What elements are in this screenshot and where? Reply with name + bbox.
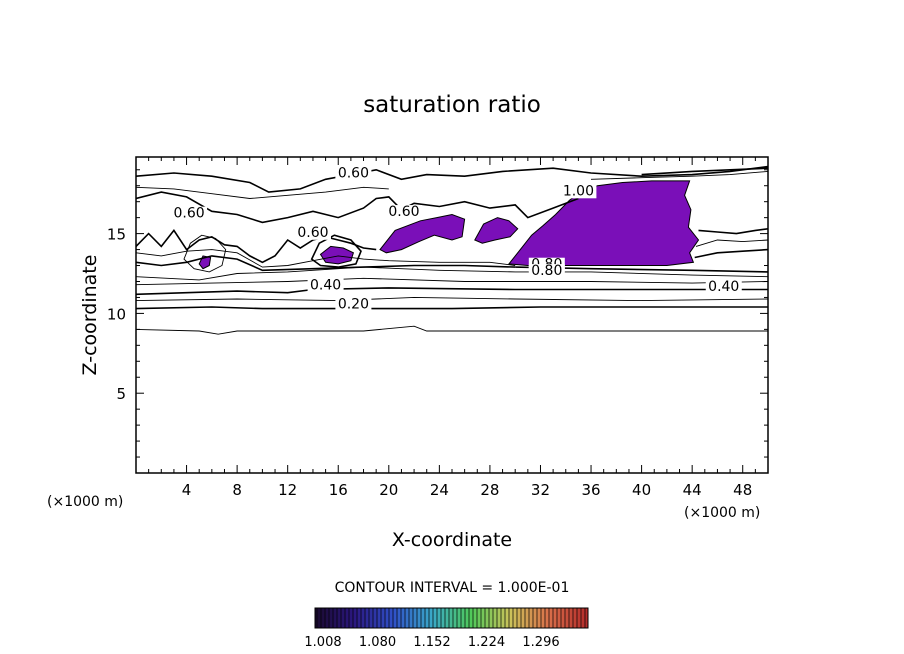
contour-line-4 bbox=[136, 287, 768, 296]
contour-line-6 bbox=[136, 266, 768, 281]
contour-line-10 bbox=[136, 186, 389, 199]
contour-line-14 bbox=[183, 234, 227, 273]
supersaturation-region-2 bbox=[474, 217, 519, 244]
contour-line-8 bbox=[136, 165, 768, 193]
x-axis-unit: (×1000 m) bbox=[684, 505, 760, 521]
y-tick-label-10: 10 bbox=[107, 305, 126, 323]
contour-label-bg-2 bbox=[171, 206, 208, 221]
x-tick-label-44: 44 bbox=[683, 481, 702, 499]
contour-interval-label: CONTOUR INTERVAL = 1.000E-01 bbox=[335, 580, 570, 596]
colorbar-tick-label-3: 1.152 bbox=[413, 635, 450, 650]
contour-label-bg-3 bbox=[294, 225, 331, 240]
x-tick-label-48: 48 bbox=[733, 481, 752, 499]
contour-label-bg-8 bbox=[307, 278, 344, 293]
colorbar-tick-label-4: 1.224 bbox=[468, 635, 505, 650]
contour-label-1: 0.60 bbox=[338, 166, 369, 182]
contour-line-18 bbox=[694, 248, 768, 259]
contour-label-bg-4 bbox=[385, 205, 422, 220]
y-axis-ticks: 5 10 15 bbox=[107, 169, 768, 458]
contour-label-bg-1 bbox=[335, 166, 372, 181]
colorbar-ticks: 1.008 1.080 1.152 1.224 1.296 bbox=[304, 635, 559, 650]
contour-label-bg-9 bbox=[705, 280, 742, 295]
contour-line-19 bbox=[590, 170, 768, 180]
x-tick-label-32: 32 bbox=[531, 481, 550, 499]
contour-label-4: 0.60 bbox=[388, 204, 419, 220]
contour-line-11 bbox=[136, 229, 377, 264]
contour-line-5 bbox=[136, 277, 768, 286]
colorbar-tick-label-1: 1.008 bbox=[304, 635, 341, 650]
x-tick-label-36: 36 bbox=[581, 481, 600, 499]
contour-line-20 bbox=[641, 167, 768, 176]
y-axis-label: Z-coordinate bbox=[79, 255, 101, 376]
x-tick-label-40: 40 bbox=[632, 481, 651, 499]
x-tick-label-28: 28 bbox=[480, 481, 499, 499]
x-tick-label-8: 8 bbox=[232, 481, 242, 499]
contour-label-3: 0.60 bbox=[297, 225, 328, 241]
contour-label-9: 0.40 bbox=[708, 279, 739, 295]
colorbar-frame bbox=[314, 607, 589, 629]
y-tick-label-5: 5 bbox=[116, 385, 126, 403]
supersaturation-region-1 bbox=[379, 213, 466, 254]
x-axis-ticks: 4 8 12 16 20 24 28 32 36 40 44 48 bbox=[148, 157, 756, 499]
x-tick-label-12: 12 bbox=[278, 481, 297, 499]
contour-label-10: 0.20 bbox=[338, 297, 369, 313]
x-tick-label-20: 20 bbox=[379, 481, 398, 499]
x-tick-label-24: 24 bbox=[430, 481, 449, 499]
x-tick-label-4: 4 bbox=[182, 481, 192, 499]
colorbar-tick-label-2: 1.080 bbox=[359, 635, 396, 650]
contour-label-bg-7 bbox=[528, 264, 565, 279]
contour-label-2: 0.60 bbox=[174, 206, 205, 222]
x-tick-label-16: 16 bbox=[329, 481, 348, 499]
supersaturation-region-4 bbox=[319, 245, 355, 265]
contour-line-15 bbox=[310, 234, 362, 268]
contour-label-bg-10 bbox=[335, 297, 372, 312]
contour-label-bg-5 bbox=[560, 184, 597, 199]
contour-line-9 bbox=[136, 191, 579, 224]
contour-line-17 bbox=[695, 239, 768, 247]
contour-line-13 bbox=[136, 255, 516, 272]
y-axis-unit: (×1000 m) bbox=[47, 494, 123, 510]
contour-line-3 bbox=[136, 296, 768, 302]
contour-line-16 bbox=[698, 228, 768, 235]
x-axis-label: X-coordinate bbox=[392, 529, 512, 551]
contour-labels: 0.600.600.600.601.000.800.800.400.400.20 bbox=[171, 166, 742, 313]
contour-label-8: 0.40 bbox=[310, 277, 341, 293]
colorbar-tick-label-5: 1.296 bbox=[522, 635, 559, 650]
contour-line-2 bbox=[136, 306, 768, 310]
y-tick-label-15: 15 bbox=[107, 226, 126, 244]
contour-line-12 bbox=[136, 249, 516, 268]
chart-title: saturation ratio bbox=[363, 92, 541, 118]
supersaturation-region-3 bbox=[507, 180, 700, 266]
contour-line-1 bbox=[136, 325, 768, 335]
plot-area: 0.600.600.600.601.000.800.800.400.400.20… bbox=[107, 156, 769, 499]
colorbar: 1.008 1.080 1.152 1.224 1.296 bbox=[304, 607, 589, 650]
supersaturation-fills bbox=[198, 180, 700, 270]
contour-label-5: 1.00 bbox=[563, 183, 594, 199]
contour-label-7: 0.80 bbox=[531, 263, 562, 279]
contour-lines bbox=[136, 165, 768, 335]
colorbar-stripes bbox=[315, 608, 588, 628]
